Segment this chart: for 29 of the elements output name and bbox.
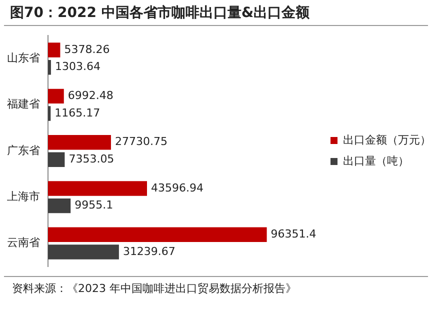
data-label: 1165.17 <box>54 106 100 120</box>
data-label: 1303.64 <box>54 60 100 74</box>
bar <box>48 152 65 168</box>
legend-label: 出口金额（万元） <box>343 133 431 146</box>
text: 资料来源：《2023 年中国咖啡进出口贸易数据分析报告》 <box>4 276 428 301</box>
bar <box>48 134 111 150</box>
data-label: 6992.48 <box>68 89 114 102</box>
bar <box>48 88 64 104</box>
bar <box>48 42 60 58</box>
data-label: 31239.67 <box>122 244 176 258</box>
bar <box>48 244 119 260</box>
chart-title: 图70：2022 中国各省市咖啡出口量&出口金额 <box>4 0 428 26</box>
data-label: 96351.4 <box>270 228 316 241</box>
y-tick-label: 云南省 <box>7 236 40 250</box>
data-label: 27730.75 <box>114 135 168 148</box>
data-label: 5378.26 <box>64 42 110 56</box>
y-tick-label: 山东省 <box>7 52 40 65</box>
data-label: 7353.05 <box>68 152 114 166</box>
data-label: 43596.94 <box>151 181 204 194</box>
y-tick-label: 广东省 <box>7 144 40 157</box>
bar <box>48 181 147 196</box>
bar <box>48 227 267 242</box>
data-label: 9955.1 <box>74 198 114 212</box>
y-tick-label: 福建省 <box>7 98 40 111</box>
legend-label: 出口量（吨） <box>343 154 409 168</box>
bar <box>48 198 71 214</box>
y-tick-label: 上海市 <box>7 190 40 204</box>
bar <box>48 60 51 75</box>
bar <box>48 106 51 121</box>
